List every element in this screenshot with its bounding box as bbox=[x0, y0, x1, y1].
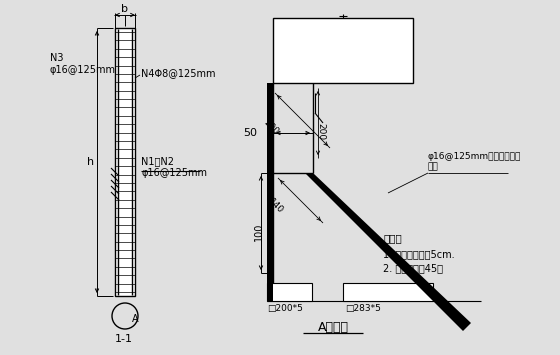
Text: N4Φ8@125mm: N4Φ8@125mm bbox=[141, 68, 216, 78]
Text: 2. 刃脚角度为45度: 2. 刃脚角度为45度 bbox=[383, 263, 443, 273]
Text: 200: 200 bbox=[262, 118, 281, 136]
Text: 200: 200 bbox=[316, 123, 325, 140]
Text: 1. 钉筋保护层为5cm.: 1. 钉筋保护层为5cm. bbox=[383, 249, 455, 259]
Text: 50: 50 bbox=[243, 128, 257, 138]
Text: □200*5: □200*5 bbox=[267, 304, 303, 313]
Text: A大样图: A大样图 bbox=[318, 321, 348, 334]
Text: b: b bbox=[122, 4, 128, 14]
Text: N1，N2
φ16@125mm: N1，N2 φ16@125mm bbox=[141, 156, 207, 178]
Bar bbox=[273, 18, 413, 83]
Polygon shape bbox=[305, 173, 471, 331]
Text: □283*5: □283*5 bbox=[345, 304, 381, 313]
Bar bbox=[343, 283, 433, 301]
Text: N3
φ16@125mm: N3 φ16@125mm bbox=[50, 53, 116, 75]
Text: φ16@125mm加强筋焚于钉
板上: φ16@125mm加强筋焚于钉 板上 bbox=[428, 152, 521, 171]
Text: 1-1: 1-1 bbox=[115, 334, 133, 344]
Text: 说明：: 说明： bbox=[383, 233, 402, 243]
Text: 140: 140 bbox=[267, 197, 285, 215]
Text: A: A bbox=[132, 314, 139, 324]
Text: 100: 100 bbox=[254, 223, 264, 241]
Bar bbox=[267, 83, 273, 301]
Text: h: h bbox=[87, 157, 95, 167]
Bar bbox=[115, 28, 135, 296]
Bar bbox=[267, 283, 312, 301]
